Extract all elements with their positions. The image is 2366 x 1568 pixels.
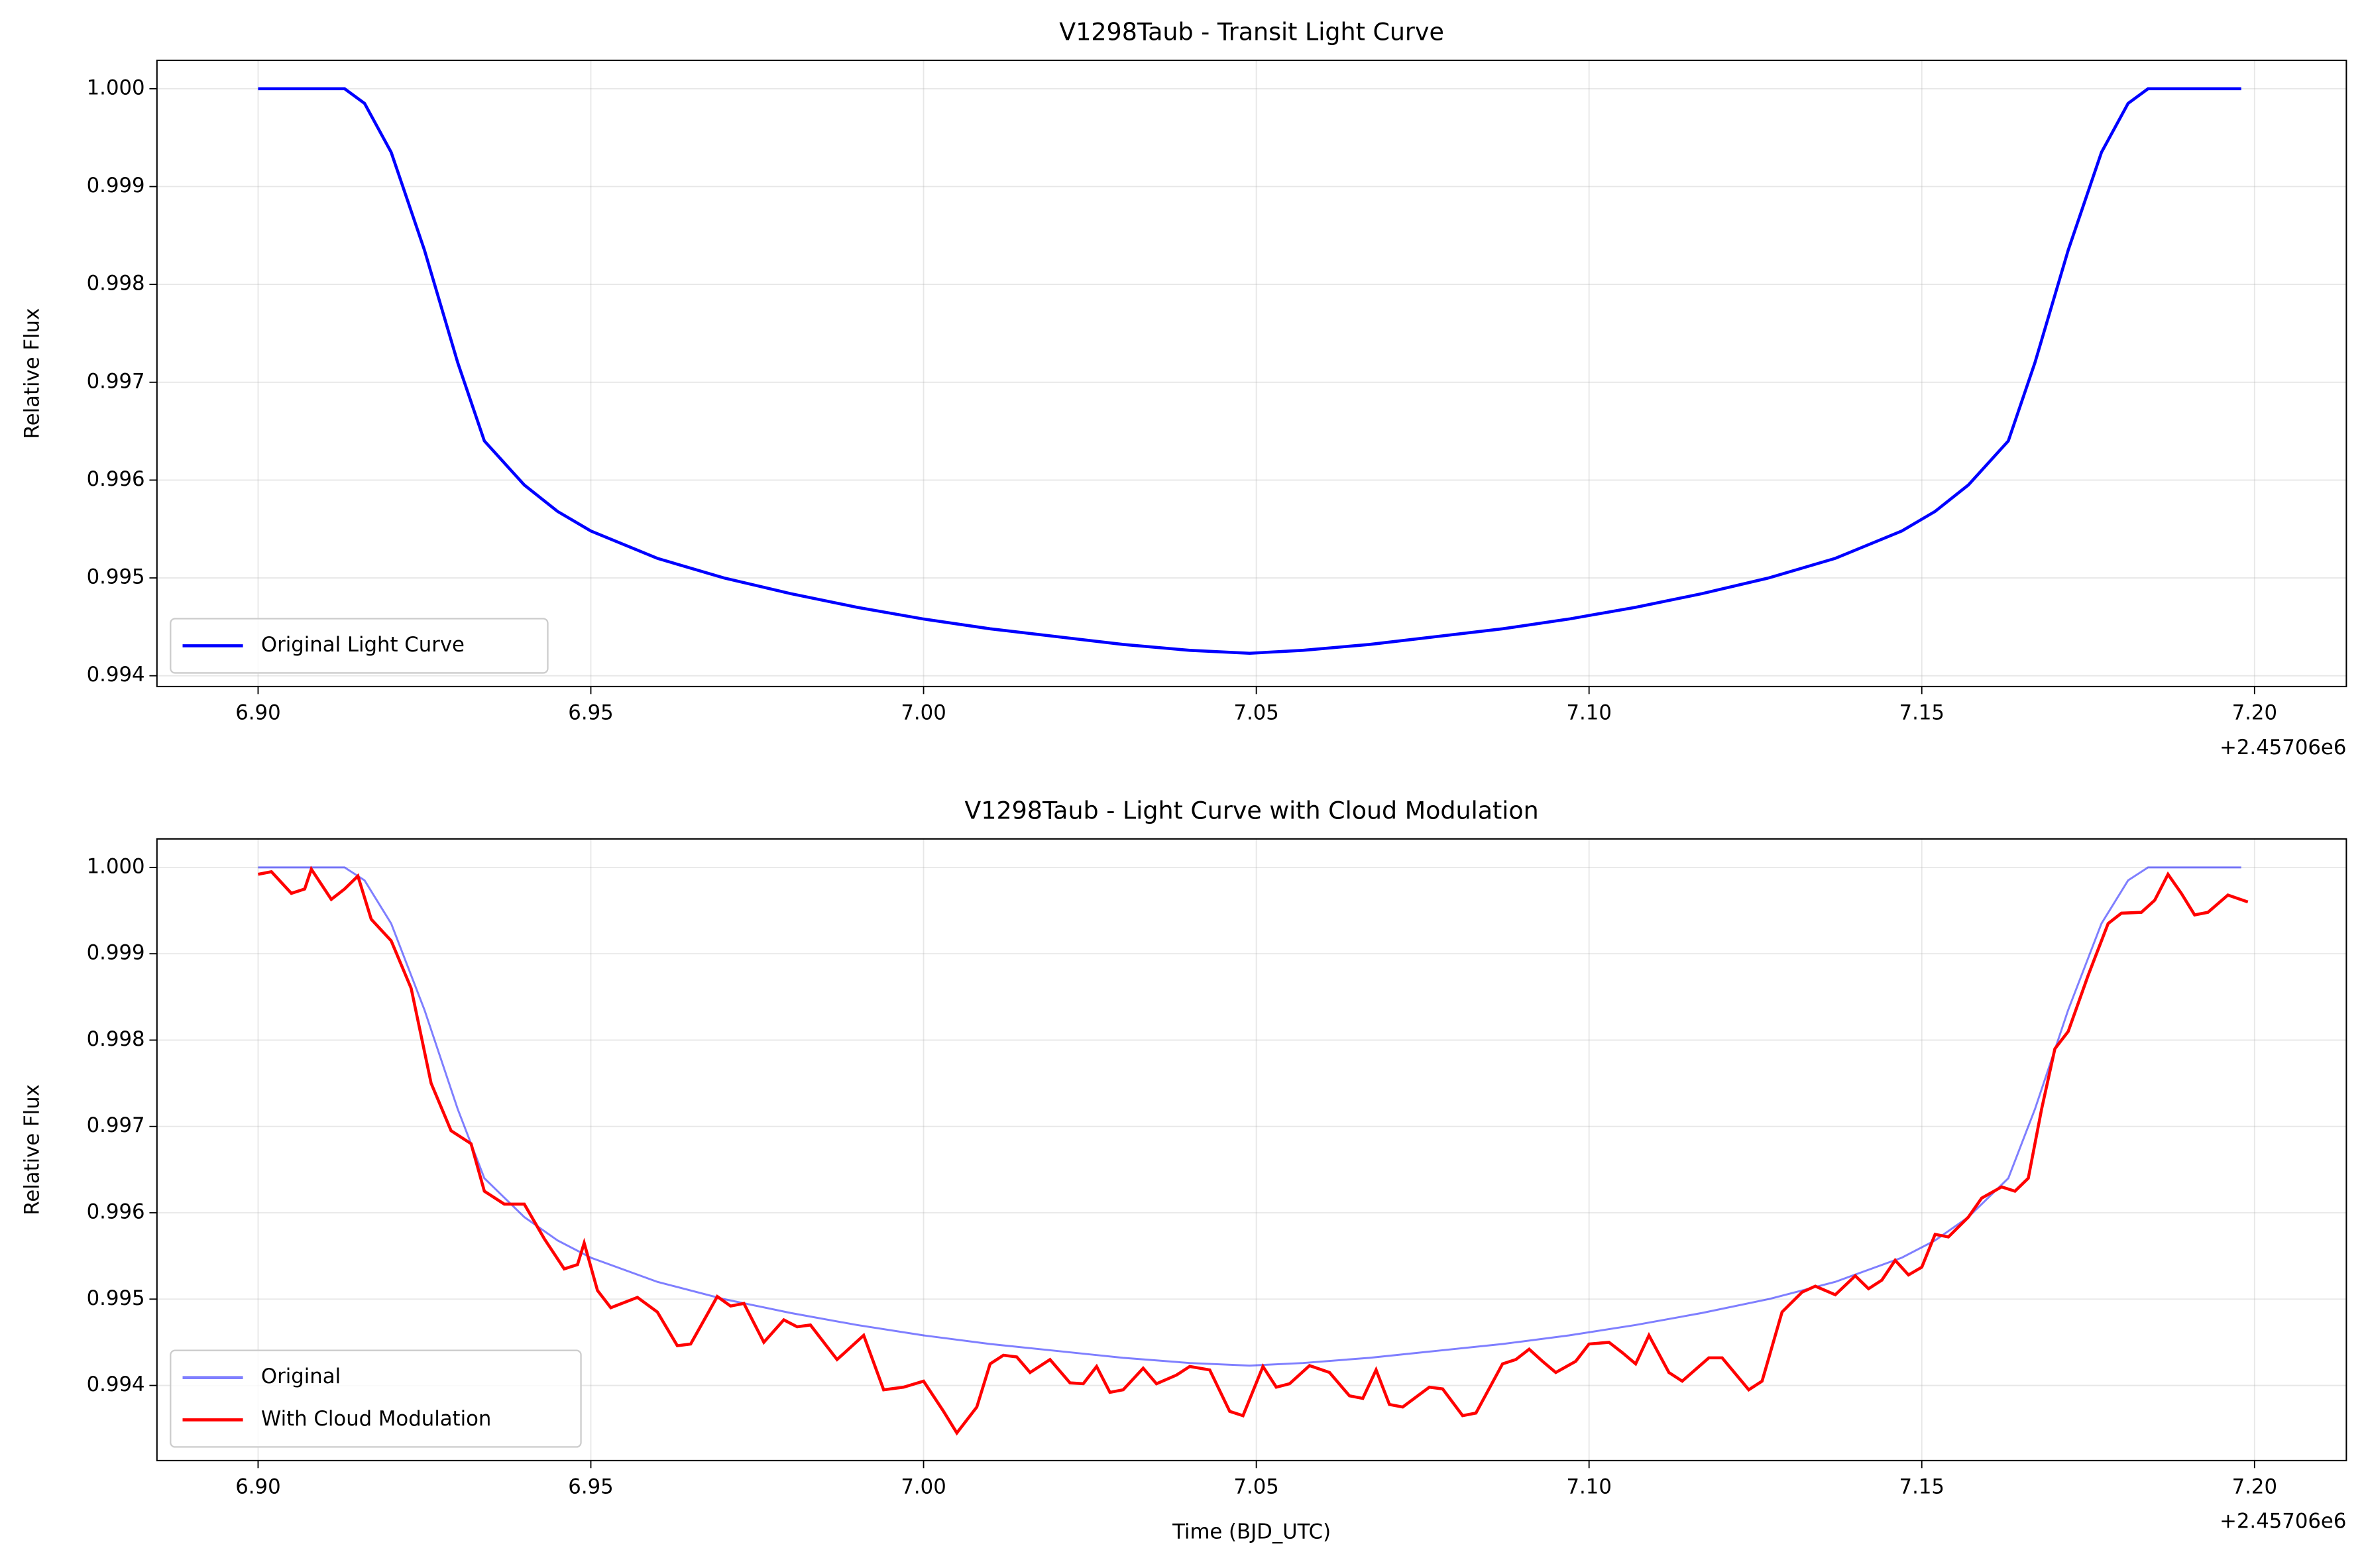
y-tick-label: 0.999	[87, 174, 145, 197]
legend-label: Original Light Curve	[261, 633, 465, 657]
series-line	[258, 87, 2241, 655]
x-tick-label: 6.90	[235, 1475, 280, 1498]
y-tick-label: 0.996	[87, 467, 145, 491]
x-tick-label: 6.90	[235, 700, 280, 724]
legend-label: With Cloud Modulation	[261, 1407, 492, 1431]
series-line	[258, 866, 2249, 1436]
x-tick-label: 7.10	[1566, 700, 1611, 724]
y-tick-label: 0.998	[87, 1027, 145, 1051]
y-axis-label: Relative Flux	[21, 308, 44, 439]
x-tick-label: 7.00	[901, 1475, 946, 1498]
y-tick-label: 0.995	[87, 1286, 145, 1310]
chart-title: V1298Taub - Light Curve with Cloud Modul…	[964, 796, 1538, 824]
plot-frame	[156, 60, 2347, 687]
y-tick-label: 0.997	[87, 1113, 145, 1137]
y-tick-label: 0.999	[87, 941, 145, 965]
y-tick-label: 0.994	[87, 663, 145, 687]
x-tick-label: 7.05	[1233, 1475, 1278, 1498]
y-tick-label: 0.998	[87, 272, 145, 296]
legend-box	[170, 618, 549, 674]
y-tick-label: 0.996	[87, 1200, 145, 1223]
legend-box	[170, 1349, 582, 1448]
x-tick-label: 7.10	[1566, 1475, 1611, 1498]
series-line	[258, 866, 2241, 1367]
y-tick-label: 1.000	[87, 76, 145, 99]
x-tick-label: 6.95	[568, 700, 613, 724]
y-tick-label: 1.000	[87, 854, 145, 878]
x-tick-label: 7.00	[901, 700, 946, 724]
x-tick-label: 7.15	[1899, 1475, 1944, 1498]
x-tick-label: 7.15	[1899, 700, 1944, 724]
x-offset-label: +2.45706e6	[2220, 736, 2346, 759]
legend-label: Original	[261, 1365, 341, 1388]
x-axis-label: Time (BJD_UTC)	[1172, 1520, 1331, 1544]
x-tick-label: 6.95	[568, 1475, 613, 1498]
x-offset-label: +2.45706e6	[2220, 1510, 2346, 1534]
chart-title: V1298Taub - Transit Light Curve	[1059, 18, 1444, 46]
y-tick-label: 0.995	[87, 565, 145, 589]
x-tick-label: 7.20	[2232, 1475, 2277, 1498]
x-tick-label: 7.05	[1233, 700, 1278, 724]
y-axis-label: Relative Flux	[21, 1084, 44, 1215]
y-tick-label: 0.997	[87, 369, 145, 393]
plot-frame	[156, 838, 2347, 1461]
y-tick-label: 0.994	[87, 1372, 145, 1396]
x-tick-label: 7.20	[2232, 700, 2277, 724]
